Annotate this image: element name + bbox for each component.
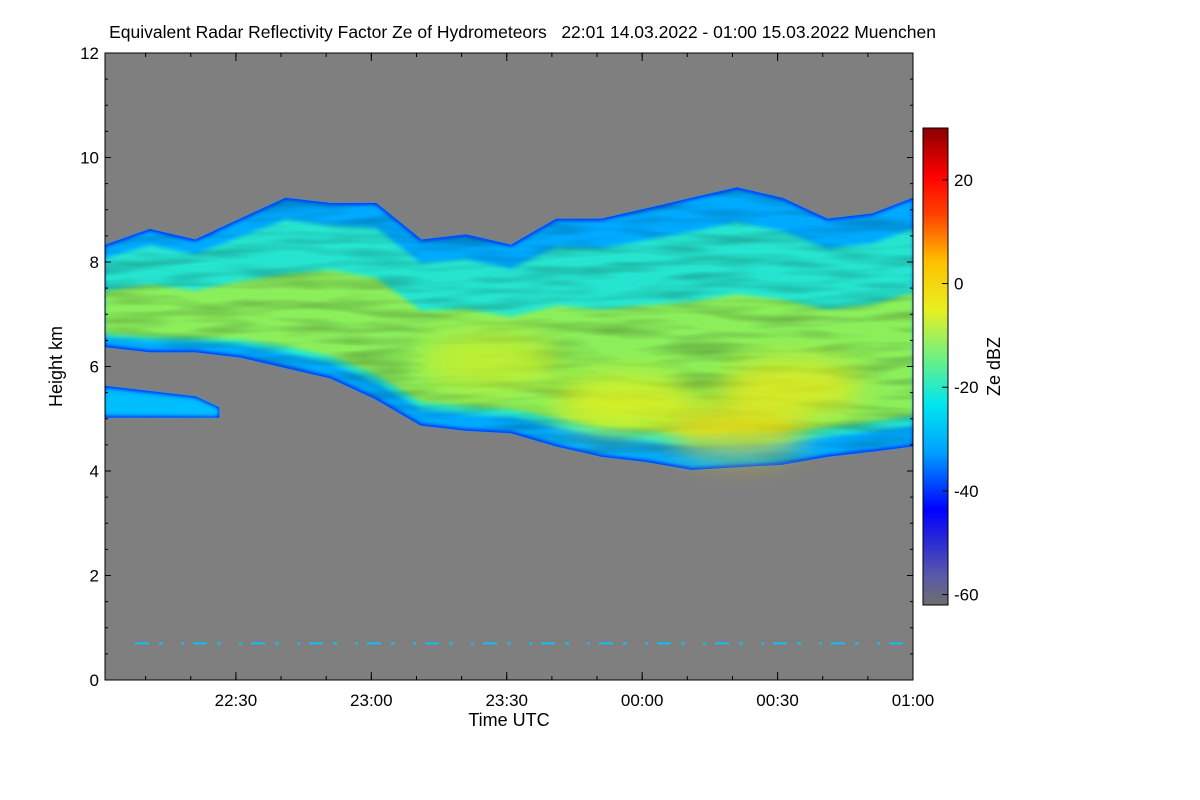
y-tick-label-8: 8 [90, 253, 99, 272]
x-axis-label: Time UTC [468, 710, 549, 730]
colorbar-tick-label--60: -60 [954, 586, 979, 605]
y-tick-label-4: 4 [90, 462, 99, 481]
colorbar-tick-label-0: 0 [954, 275, 963, 294]
x-tick-label-00:00: 00:00 [621, 691, 664, 710]
colorbar-tick-label--40: -40 [954, 482, 979, 501]
x-tick-label-23:30: 23:30 [485, 691, 528, 710]
reflectivity-core-3 [721, 359, 862, 416]
colorbar-ticks: -60 -40 -20 0 20 [942, 171, 979, 605]
x-tick-label-23:00: 23:00 [350, 691, 393, 710]
colorbar [922, 127, 949, 606]
y-tick-label-6: 6 [90, 358, 99, 377]
y-tick-label-10: 10 [80, 149, 99, 168]
x-axis: 22:30 23:00 23:30 00:00 00:30 01:00 [145, 53, 935, 710]
chart-title: Equivalent Radar Reflectivity Factor Ze … [109, 22, 936, 42]
colorbar-tick-label-20: 20 [954, 171, 973, 190]
reflectivity-core-4 [418, 333, 559, 390]
y-axis-label: Height km [46, 326, 66, 407]
x-tick-label-01:00: 01:00 [892, 691, 935, 710]
y-tick-label-0: 0 [90, 671, 99, 690]
colorbar-label: Ze dBZ [984, 337, 1004, 396]
lower-cloud-patch [105, 385, 220, 418]
reflectivity-core-2 [667, 401, 807, 458]
y-tick-label-2: 2 [90, 567, 99, 586]
y-tick-label-12: 12 [80, 44, 99, 63]
x-tick-label-22:30: 22:30 [215, 691, 258, 710]
y-axis: 0 2 4 6 8 10 12 [80, 44, 913, 690]
colorbar-tick-label--20: -20 [954, 378, 979, 397]
lower-cloud-patch-body [105, 390, 218, 416]
x-tick-label-00:30: 00:30 [756, 691, 799, 710]
reflectivity-core-1 [554, 375, 695, 432]
